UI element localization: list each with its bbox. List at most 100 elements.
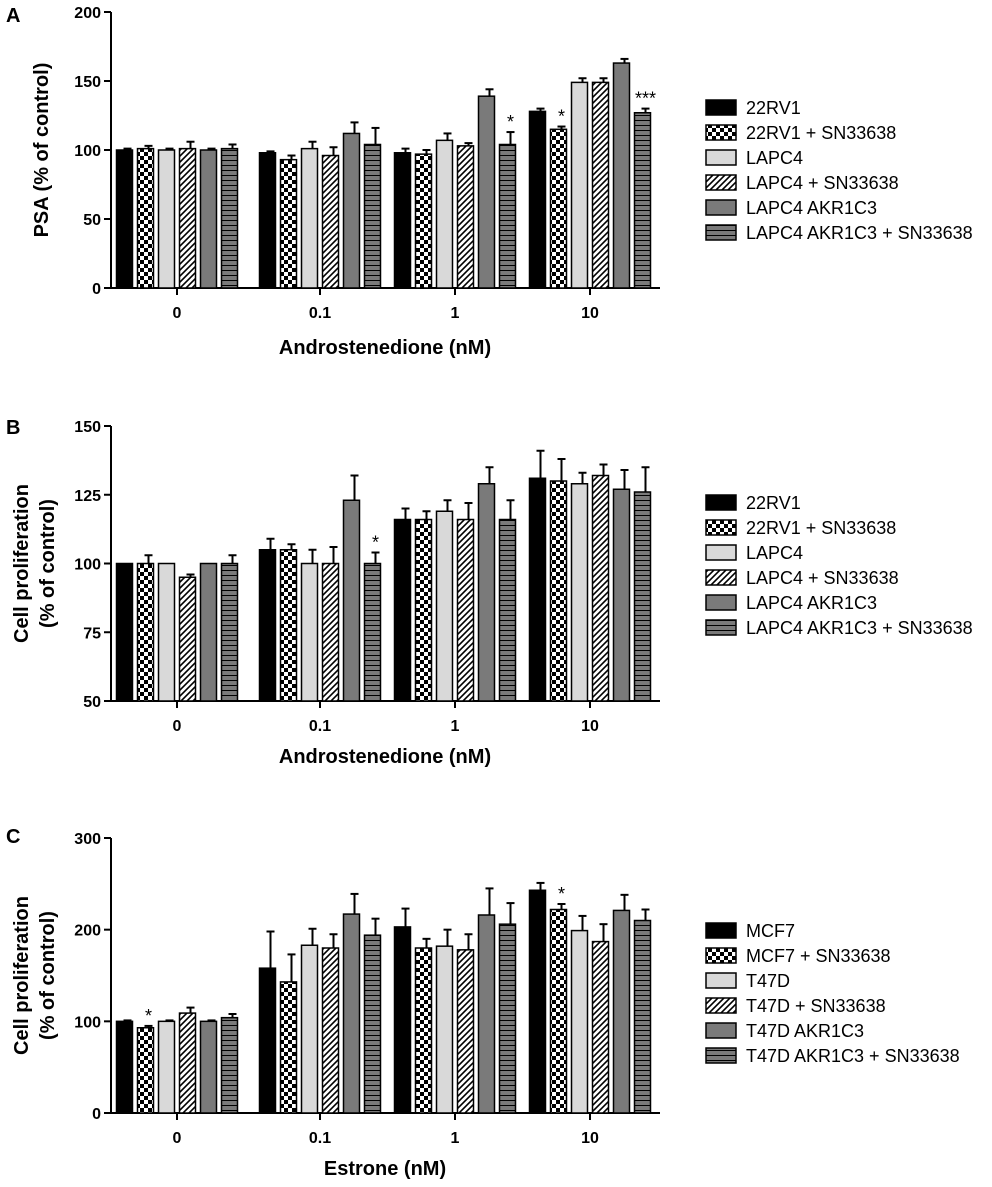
bar <box>279 549 298 702</box>
bar <box>498 143 517 289</box>
bar <box>220 147 239 289</box>
legend-label: 22RV1 + SN33638 <box>746 123 896 143</box>
legend-swatch <box>705 494 737 511</box>
bar <box>435 510 454 702</box>
legend-swatch <box>705 1022 737 1039</box>
bar <box>528 889 547 1114</box>
bar <box>321 947 340 1114</box>
y-axis-title-line: (% of control) <box>37 499 59 628</box>
significance-marker: * <box>372 533 379 553</box>
bar <box>199 562 218 702</box>
bar <box>178 147 197 289</box>
bar <box>279 981 298 1114</box>
y-axis-title-line: (% of control) <box>37 911 59 1040</box>
bar <box>136 1027 155 1114</box>
y-tick-label: 50 <box>83 694 101 711</box>
legend-swatch <box>705 922 737 939</box>
legend-label: T47D + SN33638 <box>746 996 886 1016</box>
bar <box>279 158 298 289</box>
bar <box>633 111 652 289</box>
bar <box>220 562 239 702</box>
bar <box>591 474 610 702</box>
legend-swatch <box>705 569 737 586</box>
panel-label: B <box>6 417 20 439</box>
bar <box>300 562 319 702</box>
legend-swatch <box>705 124 737 141</box>
legend: 22RV1 22RV1 + SN33638 LAPC4 LAPC4 + SN33638… <box>705 98 973 243</box>
bar <box>477 95 496 289</box>
legend: 22RV1 22RV1 + SN33638 LAPC4 LAPC4 + SN33638… <box>705 493 973 638</box>
legend-label: T47D <box>746 971 790 991</box>
bar <box>363 562 382 702</box>
x-tick-label: 0 <box>173 718 182 735</box>
legend-label: MCF7 <box>746 921 795 941</box>
legend-label: T47D AKR1C3 <box>746 1021 864 1041</box>
bar <box>136 562 155 702</box>
legend-swatch <box>705 1047 737 1064</box>
y-tick-label: 150 <box>74 419 101 436</box>
bar <box>477 914 496 1114</box>
bar <box>258 549 277 702</box>
legend-swatch <box>705 619 737 636</box>
bar <box>115 562 134 702</box>
bar <box>393 152 412 289</box>
bar <box>199 149 218 289</box>
y-tick-label: 150 <box>74 74 101 91</box>
bar <box>570 81 589 289</box>
panel-label: C <box>6 826 20 848</box>
legend-label: 22RV1 <box>746 493 801 513</box>
legend-label: LAPC4 AKR1C3 + SN33638 <box>746 223 973 243</box>
bar <box>393 518 412 702</box>
bar <box>220 1016 239 1114</box>
y-axis-title-line: Cell proliferation <box>11 896 33 1055</box>
bar <box>435 139 454 289</box>
bar <box>342 132 361 289</box>
legend-swatch <box>705 997 737 1014</box>
bar <box>258 967 277 1114</box>
chart-panel-a: A 0 50 100 150 200 0 0.1 1 10 PSA (% of control) An… <box>6 5 973 359</box>
legend-swatch <box>705 972 737 989</box>
bar <box>178 576 197 702</box>
bar <box>477 483 496 702</box>
bar <box>157 562 176 702</box>
y-tick-label: 50 <box>83 212 101 229</box>
legend-swatch <box>705 544 737 561</box>
bar <box>115 1020 134 1114</box>
y-tick-label: 0 <box>92 1106 101 1123</box>
bar <box>115 149 134 289</box>
legend-swatch <box>705 99 737 116</box>
legend-label: LAPC4 AKR1C3 + SN33638 <box>746 618 973 638</box>
legend: MCF7 MCF7 + SN33638 T47D T47D + SN33638 T47D… <box>705 921 960 1066</box>
x-tick-label: 10 <box>581 305 599 322</box>
y-tick-label: 125 <box>74 488 101 505</box>
bar <box>498 518 517 702</box>
bar <box>456 145 475 289</box>
bar <box>393 926 412 1114</box>
y-tick-label: 100 <box>74 1014 101 1031</box>
bar <box>363 143 382 289</box>
y-axis-title: PSA (% of control) <box>31 63 53 238</box>
y-tick-label: 200 <box>74 5 101 22</box>
y-tick-label: 100 <box>74 143 101 160</box>
legend-label: LAPC4 AKR1C3 <box>746 198 877 218</box>
significance-marker: * <box>558 107 565 127</box>
bar <box>414 947 433 1114</box>
y-tick-label: 300 <box>74 831 101 848</box>
x-tick-label: 1 <box>451 718 460 735</box>
bar <box>300 147 319 289</box>
x-axis-title: Estrone (nM) <box>324 1158 446 1180</box>
legend-swatch <box>705 594 737 611</box>
legend-label: LAPC4 + SN33638 <box>746 568 899 588</box>
bar <box>549 908 568 1114</box>
bar <box>321 154 340 289</box>
bar <box>157 149 176 289</box>
legend-label: LAPC4 AKR1C3 <box>746 593 877 613</box>
x-tick-label: 0.1 <box>309 1130 331 1147</box>
legend-label: MCF7 + SN33638 <box>746 946 891 966</box>
significance-marker: * <box>558 884 565 904</box>
bar <box>363 934 382 1114</box>
y-tick-label: 0 <box>92 281 101 298</box>
bar <box>498 923 517 1114</box>
legend-swatch <box>705 947 737 964</box>
bar <box>456 949 475 1114</box>
